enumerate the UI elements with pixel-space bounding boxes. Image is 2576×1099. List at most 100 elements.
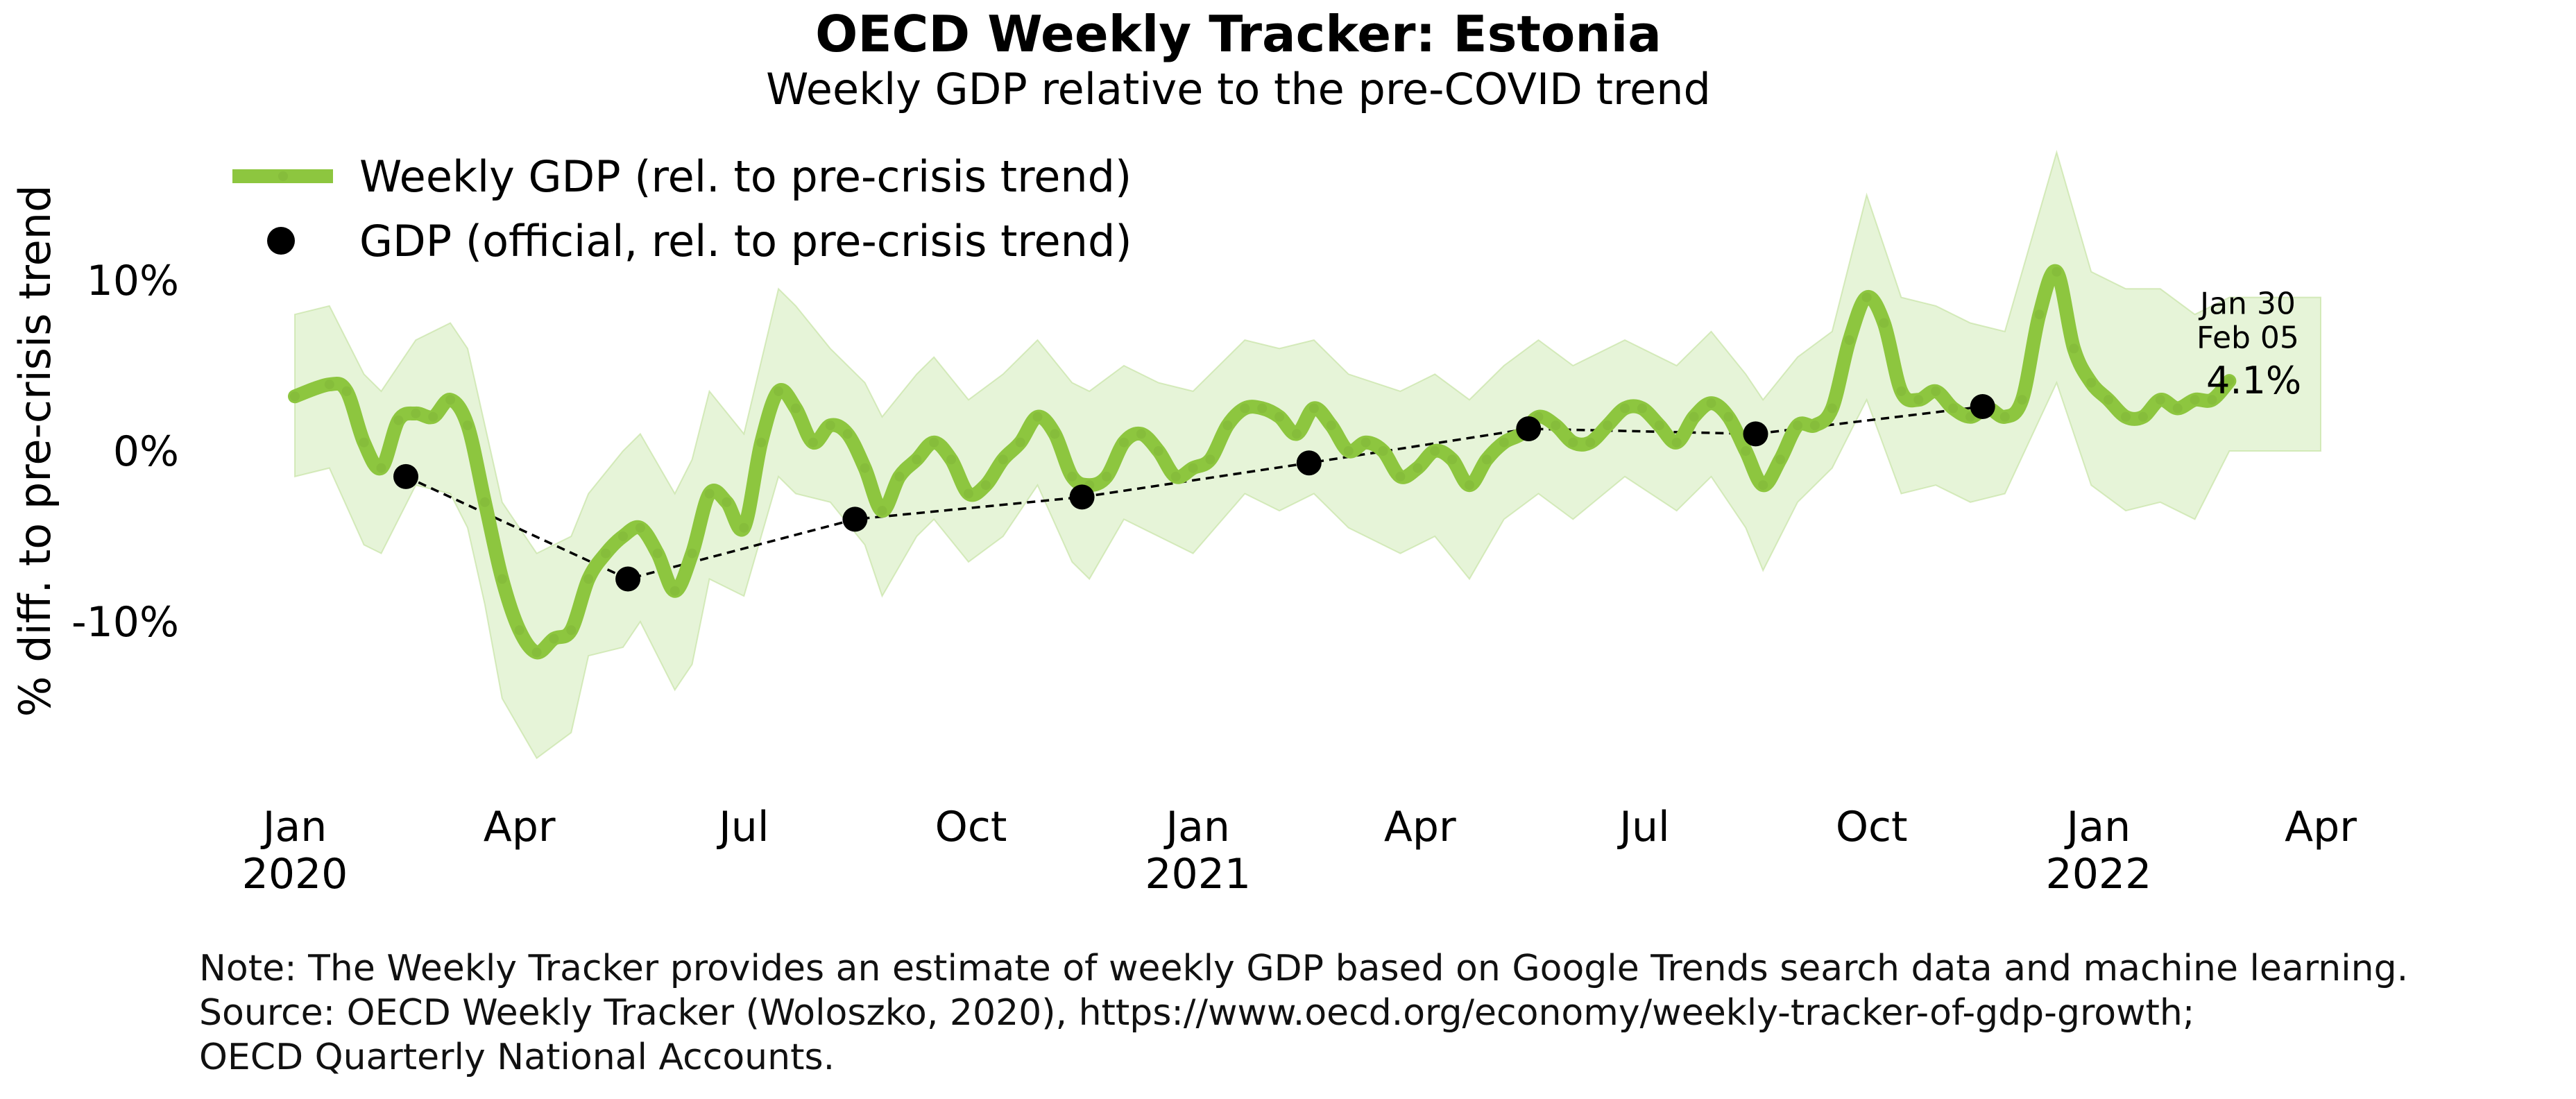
weekly-gdp-point xyxy=(479,497,490,507)
weekly-gdp-point xyxy=(497,574,507,584)
weekly-gdp-point xyxy=(2190,395,2200,405)
legend-swatch-official xyxy=(267,227,295,255)
weekly-gdp-point xyxy=(1603,420,1613,431)
official-gdp-points xyxy=(393,394,1995,592)
weekly-gdp-point xyxy=(1153,446,1163,456)
weekly-gdp-point xyxy=(566,625,577,636)
weekly-gdp-point xyxy=(894,471,905,482)
weekly-gdp-point xyxy=(1413,463,1423,473)
legend: Weekly GDP (rel. to pre-crisis trend) GD… xyxy=(232,151,1132,266)
weekly-gdp-point xyxy=(929,437,939,448)
weekly-gdp-point xyxy=(601,548,611,559)
weekly-gdp-point xyxy=(2224,376,2235,386)
weekly-gdp-point xyxy=(1067,471,1077,482)
weekly-gdp-point xyxy=(1015,437,1025,448)
official-gdp-point xyxy=(393,463,418,489)
official-gdp-point xyxy=(1516,416,1542,441)
weekly-gdp-point xyxy=(1430,446,1440,456)
weekly-gdp-point xyxy=(2172,403,2183,414)
footnote-line-1: Note: The Weekly Tracker provides an est… xyxy=(199,948,2409,989)
weekly-gdp-point xyxy=(1050,429,1060,439)
weekly-gdp-point xyxy=(1965,411,1975,422)
weekly-gdp-point xyxy=(2207,395,2217,405)
weekly-gdp-point xyxy=(1793,420,1802,431)
legend-label-official: GDP (official, rel. to pre-crisis trend) xyxy=(359,216,1132,266)
weekly-gdp-point xyxy=(324,380,334,390)
weekly-gdp-point xyxy=(946,454,957,465)
weekly-gdp-point xyxy=(1378,446,1388,456)
x-tick-label: Jul xyxy=(1617,803,1669,851)
weekly-gdp-point xyxy=(1326,420,1336,431)
weekly-gdp-point xyxy=(290,391,300,402)
weekly-gdp-point xyxy=(669,586,680,596)
weekly-gdp-point xyxy=(2155,395,2165,405)
weekly-gdp-point xyxy=(1205,454,1216,465)
footnote-line-2: Source: OECD Weekly Tracker (Woloszko, 2… xyxy=(199,992,2195,1034)
weekly-gdp-point xyxy=(1741,446,1751,456)
x-tick-label: Apr xyxy=(1384,803,1456,851)
legend-swatch-weekly-marker xyxy=(278,171,288,181)
x-tick-year: 2021 xyxy=(1145,850,1251,898)
chart-subtitle: Weekly GDP relative to the pre-COVID tre… xyxy=(766,64,1711,114)
weekly-gdp-point xyxy=(393,415,404,425)
weekly-gdp-point xyxy=(1465,480,1474,491)
y-tick-label: 0% xyxy=(113,427,179,476)
weekly-gdp-point xyxy=(1308,403,1319,414)
official-gdp-point xyxy=(1069,484,1095,510)
x-tick-label: Jul xyxy=(716,803,769,851)
weekly-gdp-point xyxy=(618,531,628,541)
weekly-gdp-point xyxy=(635,522,645,533)
footnote-line-3: OECD Quarterly National Accounts. xyxy=(199,1037,835,1078)
official-gdp-point xyxy=(1296,450,1322,476)
weekly-gdp-point xyxy=(1551,420,1561,431)
weekly-gdp-point xyxy=(1879,318,1889,328)
x-tick-label: Oct xyxy=(935,803,1007,851)
x-tick-label: Apr xyxy=(484,803,556,851)
weekly-gdp-point xyxy=(1481,454,1492,465)
official-gdp-point xyxy=(1743,421,1768,447)
weekly-gdp-point xyxy=(1671,437,1682,448)
weekly-gdp-point xyxy=(428,411,438,422)
weekly-gdp-point xyxy=(359,437,369,448)
weekly-gdp-point xyxy=(1136,429,1146,439)
weekly-gdp-point xyxy=(1119,437,1129,448)
annotation-date: Feb 05 xyxy=(2197,321,2299,356)
weekly-gdp-point xyxy=(1292,429,1302,439)
x-tick-year: 2020 xyxy=(242,850,348,898)
official-gdp-point xyxy=(842,506,868,532)
weekly-gdp-point xyxy=(1620,403,1630,414)
x-tick-label: Jan xyxy=(2064,803,2131,851)
weekly-gdp-point xyxy=(1999,411,2010,422)
weekly-gdp-point xyxy=(1654,420,1664,431)
weekly-gdp-point xyxy=(1360,437,1371,448)
weekly-gdp-point xyxy=(964,488,973,499)
weekly-gdp-point xyxy=(1499,437,1509,448)
weekly-gdp-point xyxy=(1809,420,1820,431)
weekly-gdp-point xyxy=(341,386,352,396)
weekly-gdp-point xyxy=(411,408,421,418)
weekly-gdp-point xyxy=(1568,437,1578,448)
annotation-latest-value: 4.1% xyxy=(2206,359,2301,402)
weekly-gdp-point xyxy=(1861,292,1872,303)
weekly-gdp-point xyxy=(1723,411,1734,422)
weekly-gdp-point xyxy=(2138,411,2148,422)
official-gdp-point xyxy=(615,566,641,592)
weekly-gdp-point xyxy=(583,574,594,584)
weekly-gdp-point xyxy=(860,463,870,473)
weekly-gdp-point xyxy=(1689,411,1699,422)
weekly-gdp-point xyxy=(791,403,801,414)
y-axis-label: % diff. to pre-crisis trend xyxy=(10,185,60,717)
weekly-gdp-point xyxy=(2104,395,2114,405)
footnote: Note: The Weekly Tracker provides an est… xyxy=(199,946,2572,1080)
weekly-gdp-point xyxy=(2069,343,2079,354)
weekly-gdp-point xyxy=(1637,403,1647,414)
y-tick-label: 10% xyxy=(87,257,179,305)
weekly-gdp-point xyxy=(1585,437,1596,448)
weekly-gdp-point xyxy=(2121,411,2131,422)
weekly-gdp-point xyxy=(739,522,749,533)
weekly-gdp-point xyxy=(774,386,784,396)
weekly-gdp-point xyxy=(1447,454,1458,465)
y-axis-ticks: 10% 0% -10% xyxy=(71,257,179,647)
weekly-gdp-point xyxy=(1274,411,1285,422)
